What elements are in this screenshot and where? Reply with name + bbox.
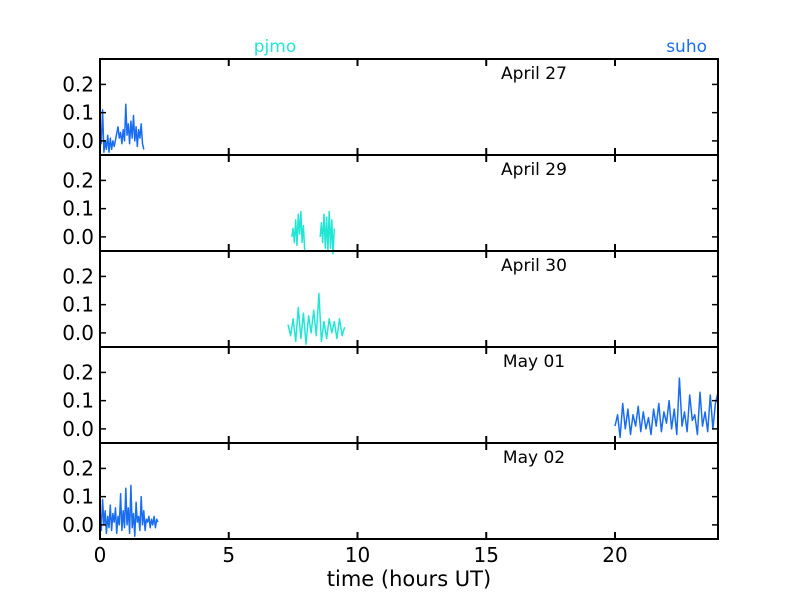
x-tick-label: 5 bbox=[222, 543, 235, 567]
y-tick-label: 0.2 bbox=[62, 72, 94, 96]
panel-frame-1 bbox=[99, 58, 719, 156]
panel-date-label: April 29 bbox=[501, 160, 567, 180]
series-line-pjmo-panel-2-2 bbox=[319, 210, 336, 255]
y-tick-label: 0.0 bbox=[62, 129, 94, 153]
y-tick-label: 0.1 bbox=[62, 197, 94, 221]
panel-date-label: May 02 bbox=[503, 448, 565, 468]
y-tick-label: 0.2 bbox=[62, 456, 94, 480]
station-label-suho: suho bbox=[666, 37, 707, 57]
y-tick-label: 0.2 bbox=[62, 360, 94, 384]
series-line-pjmo-panel-2-1 bbox=[291, 210, 306, 252]
y-tick-label: 0.1 bbox=[62, 485, 94, 509]
panel-date-label: April 27 bbox=[501, 64, 567, 84]
x-tick-label: 10 bbox=[345, 543, 370, 567]
panel-frame-3 bbox=[99, 250, 719, 348]
series-line-suho-panel-5-1 bbox=[99, 484, 159, 537]
panel-date-label: May 01 bbox=[503, 352, 565, 372]
series-line-suho-panel-4-1 bbox=[614, 377, 719, 439]
x-tick-label: 20 bbox=[602, 543, 627, 567]
y-tick-label: 0.0 bbox=[62, 225, 94, 249]
panel-date-label: April 30 bbox=[501, 256, 567, 276]
y-tick-label: 0.0 bbox=[62, 513, 94, 537]
y-tick-label: 0.1 bbox=[62, 389, 94, 413]
series-line-pjmo-panel-3-1 bbox=[287, 292, 346, 345]
station-label-pjmo: pjmo bbox=[254, 37, 296, 57]
panel-frame-5 bbox=[99, 442, 719, 540]
y-tick-label: 0.2 bbox=[62, 168, 94, 192]
y-tick-label: 0.1 bbox=[62, 101, 94, 125]
panel-frame-2 bbox=[99, 154, 719, 252]
y-tick-label: 0.1 bbox=[62, 293, 94, 317]
y-tick-label: 0.2 bbox=[62, 264, 94, 288]
y-tick-label: 0.0 bbox=[62, 321, 94, 345]
series-line-suho-panel-1-1 bbox=[99, 103, 145, 153]
x-tick-label: 15 bbox=[474, 543, 499, 567]
y-tick-label: 0.0 bbox=[62, 417, 94, 441]
x-tick-label: 0 bbox=[94, 543, 107, 567]
x-axis-label: time (hours UT) bbox=[327, 567, 491, 591]
